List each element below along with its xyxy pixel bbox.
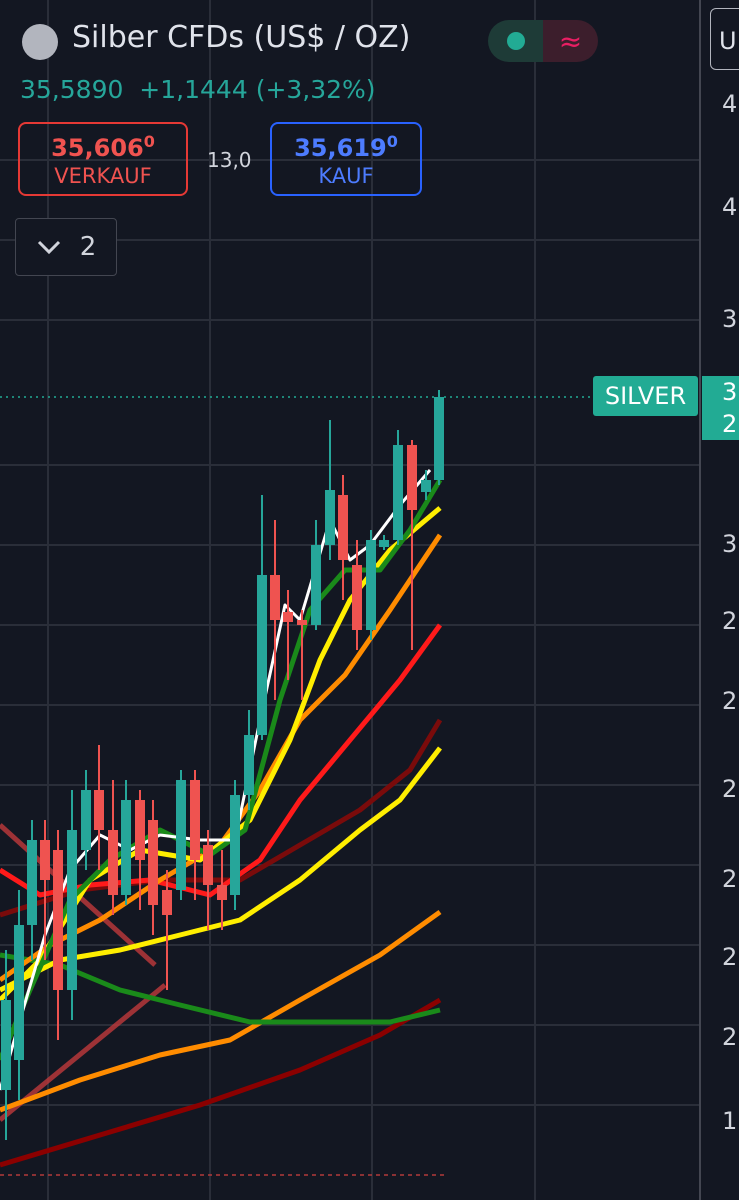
candle-body	[203, 845, 213, 885]
candle-body	[135, 800, 145, 860]
axis-label: 2	[722, 775, 738, 803]
candle-body	[297, 620, 307, 625]
market-toggle[interactable]: ≈	[488, 20, 598, 62]
candle-body	[230, 795, 240, 895]
price-change: +1,1444	[139, 75, 248, 104]
candle-body	[393, 445, 403, 540]
axis-box-line: 3	[722, 378, 738, 406]
buy-button[interactable]: 35,6190 KAUF	[270, 122, 422, 196]
candle-body	[311, 545, 321, 625]
candle-body	[176, 780, 186, 890]
candle-body	[67, 830, 77, 990]
price-change-pct: (+3,32%)	[255, 75, 376, 104]
candle-body	[338, 495, 348, 560]
moving-average	[0, 469, 432, 1091]
candle-body	[283, 612, 293, 622]
symbol-price-label: SILVER	[593, 376, 698, 416]
sell-price-sup: 0	[143, 132, 155, 151]
candle-body	[190, 780, 200, 860]
axis-label: 2	[722, 607, 738, 635]
candle-body	[270, 575, 280, 620]
candle-body	[162, 890, 172, 915]
candle-body	[1, 1000, 11, 1090]
instrument-icon	[22, 24, 58, 60]
moving-average	[0, 746, 442, 993]
axis-label: 3	[722, 305, 738, 333]
candle-body	[434, 397, 444, 480]
candle-body	[217, 885, 227, 900]
moving-average	[0, 623, 443, 898]
buy-price: 35,619	[294, 134, 387, 162]
axis-label: 2	[722, 687, 738, 715]
instrument-title[interactable]: Silber CFDs (US$ / OZ)	[72, 20, 411, 55]
axis-label: 4	[722, 90, 738, 118]
candle-body	[53, 850, 63, 990]
axis-label: 2	[722, 1023, 738, 1051]
indicators-toggle[interactable]: 2	[15, 218, 117, 276]
axis-label: 2	[722, 943, 738, 971]
candle-body	[121, 800, 131, 895]
candle-body	[40, 840, 50, 880]
sell-price: 35,606	[51, 134, 144, 162]
axis-label: 4	[722, 193, 738, 221]
axis-label: 3	[722, 530, 738, 558]
candle-body	[148, 820, 158, 905]
candle-body	[14, 925, 24, 1060]
candle-body	[325, 490, 335, 545]
indicator-count: 2	[79, 232, 97, 262]
axis-box-line: 2	[722, 410, 738, 438]
last-price: 35,5890	[20, 75, 124, 104]
candle-body	[421, 480, 431, 492]
sell-button[interactable]: 35,6060 VERKAUF	[18, 122, 188, 196]
moving-average	[0, 952, 441, 1025]
moving-average	[0, 718, 443, 918]
buy-price-sup: 0	[386, 132, 398, 151]
candle-body	[366, 540, 376, 630]
candle-body	[94, 790, 104, 830]
moving-average	[0, 909, 442, 1113]
candle-body	[257, 575, 267, 735]
sell-label: VERKAUF	[54, 164, 152, 188]
candle-body	[407, 445, 417, 510]
candle-body	[244, 735, 254, 795]
candle-body	[108, 830, 118, 895]
top-right-button[interactable]: U	[710, 8, 739, 70]
candle-body	[81, 790, 91, 850]
axis-label: 2	[722, 865, 738, 893]
candle-body	[27, 840, 37, 925]
moving-average	[0, 997, 442, 1168]
chevron	[37, 240, 60, 255]
spread: 13,0	[207, 148, 252, 172]
candle-body	[379, 540, 389, 547]
price-line: 35,5890 +1,1444 (+3,32%)	[20, 75, 376, 104]
candle-body	[352, 565, 362, 630]
axis-label: 1	[722, 1107, 738, 1135]
buy-label: KAUF	[318, 164, 374, 188]
